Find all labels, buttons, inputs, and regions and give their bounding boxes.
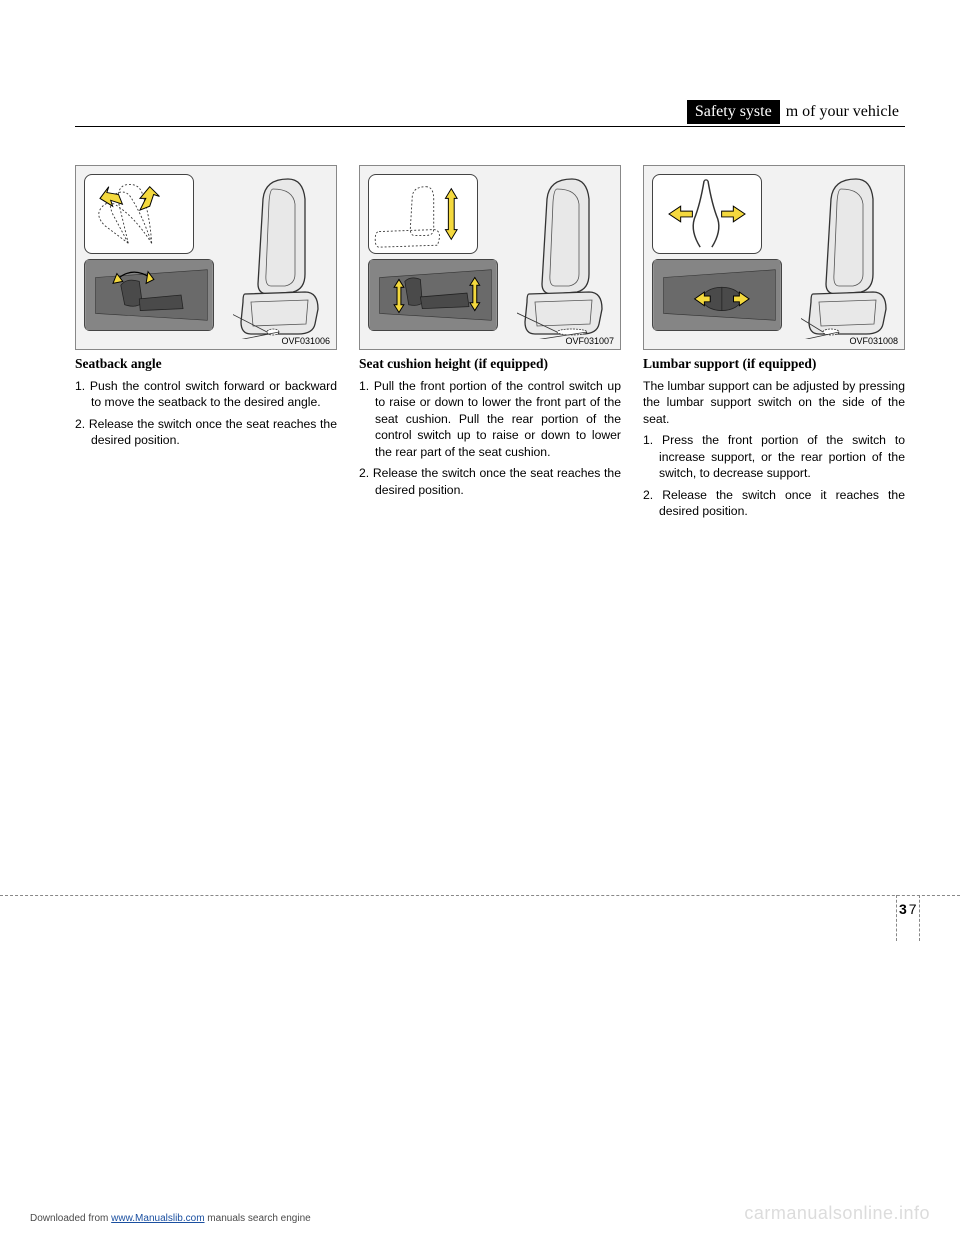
- seat-icon: [801, 174, 896, 339]
- section-header: m of your vehicle Safety syste: [75, 100, 905, 127]
- column-seat-cushion-height: OVF031007 Seat cushion height (if equipp…: [359, 165, 621, 525]
- page-number: 7: [907, 901, 917, 917]
- list-item: Pull the front portion of the control sw…: [359, 378, 621, 460]
- footer-source: Downloaded from www.Manualslib.com manua…: [30, 1213, 311, 1224]
- figure-seatback-angle: OVF031006: [75, 165, 337, 350]
- chapter-number: 3: [899, 901, 907, 917]
- text-lumbar-support: The lumbar support can be adjusted by pr…: [643, 378, 905, 520]
- column-seatback-angle: OVF031006 Seatback angle Push the contro…: [75, 165, 337, 525]
- column-lumbar-support: OVF031008 Lumbar support (if equipped) T…: [643, 165, 905, 525]
- figure-label-b: OVF031007: [565, 336, 614, 346]
- figure-seat-cushion-height: OVF031007: [359, 165, 621, 350]
- figure-label-a: OVF031006: [281, 336, 330, 346]
- inset-lumbar-switch: [652, 259, 782, 331]
- text-seatback-angle: Push the control switch forward or backw…: [75, 378, 337, 449]
- watermark: carmanualsonline.info: [744, 1203, 930, 1224]
- footer-prefix: Downloaded from: [30, 1213, 111, 1224]
- list-item: Release the switch once the seat reaches…: [75, 416, 337, 449]
- inset-cushion-height: [368, 174, 478, 254]
- seat-icon: [517, 174, 612, 339]
- section-title-tab: Safety syste: [687, 100, 780, 124]
- content-columns: OVF031006 Seatback angle Push the contro…: [75, 165, 905, 525]
- inset-seatback-switch: [84, 259, 214, 331]
- list-item: Release the switch once the seat reaches…: [359, 465, 621, 498]
- list-item: Release the switch once it reaches the d…: [643, 487, 905, 520]
- inset-lumbar-profile: [652, 174, 762, 254]
- seat-icon: [233, 174, 328, 339]
- inset-seatback-tilt: [84, 174, 194, 254]
- heading-lumbar-support: Lumbar support (if equipped): [643, 356, 905, 372]
- heading-seatback-angle: Seatback angle: [75, 356, 337, 372]
- heading-seat-cushion-height: Seat cushion height (if equipped): [359, 356, 621, 372]
- intro-paragraph: The lumbar support can be adjusted by pr…: [643, 378, 905, 427]
- page-tab: 37: [896, 895, 920, 941]
- footer-suffix: manuals search engine: [205, 1213, 311, 1224]
- page-container: m of your vehicle Safety syste: [0, 0, 960, 1242]
- list-item: Push the control switch forward or backw…: [75, 378, 337, 411]
- section-title-rest: m of your vehicle: [780, 100, 905, 124]
- list-item: Press the front portion of the switch to…: [643, 432, 905, 481]
- inset-cushion-switch: [368, 259, 498, 331]
- figure-lumbar-support: OVF031008: [643, 165, 905, 350]
- footer-link[interactable]: www.Manualslib.com: [111, 1213, 204, 1224]
- tab-divider: [0, 895, 960, 896]
- figure-label-c: OVF031008: [849, 336, 898, 346]
- text-seat-cushion-height: Pull the front portion of the control sw…: [359, 378, 621, 498]
